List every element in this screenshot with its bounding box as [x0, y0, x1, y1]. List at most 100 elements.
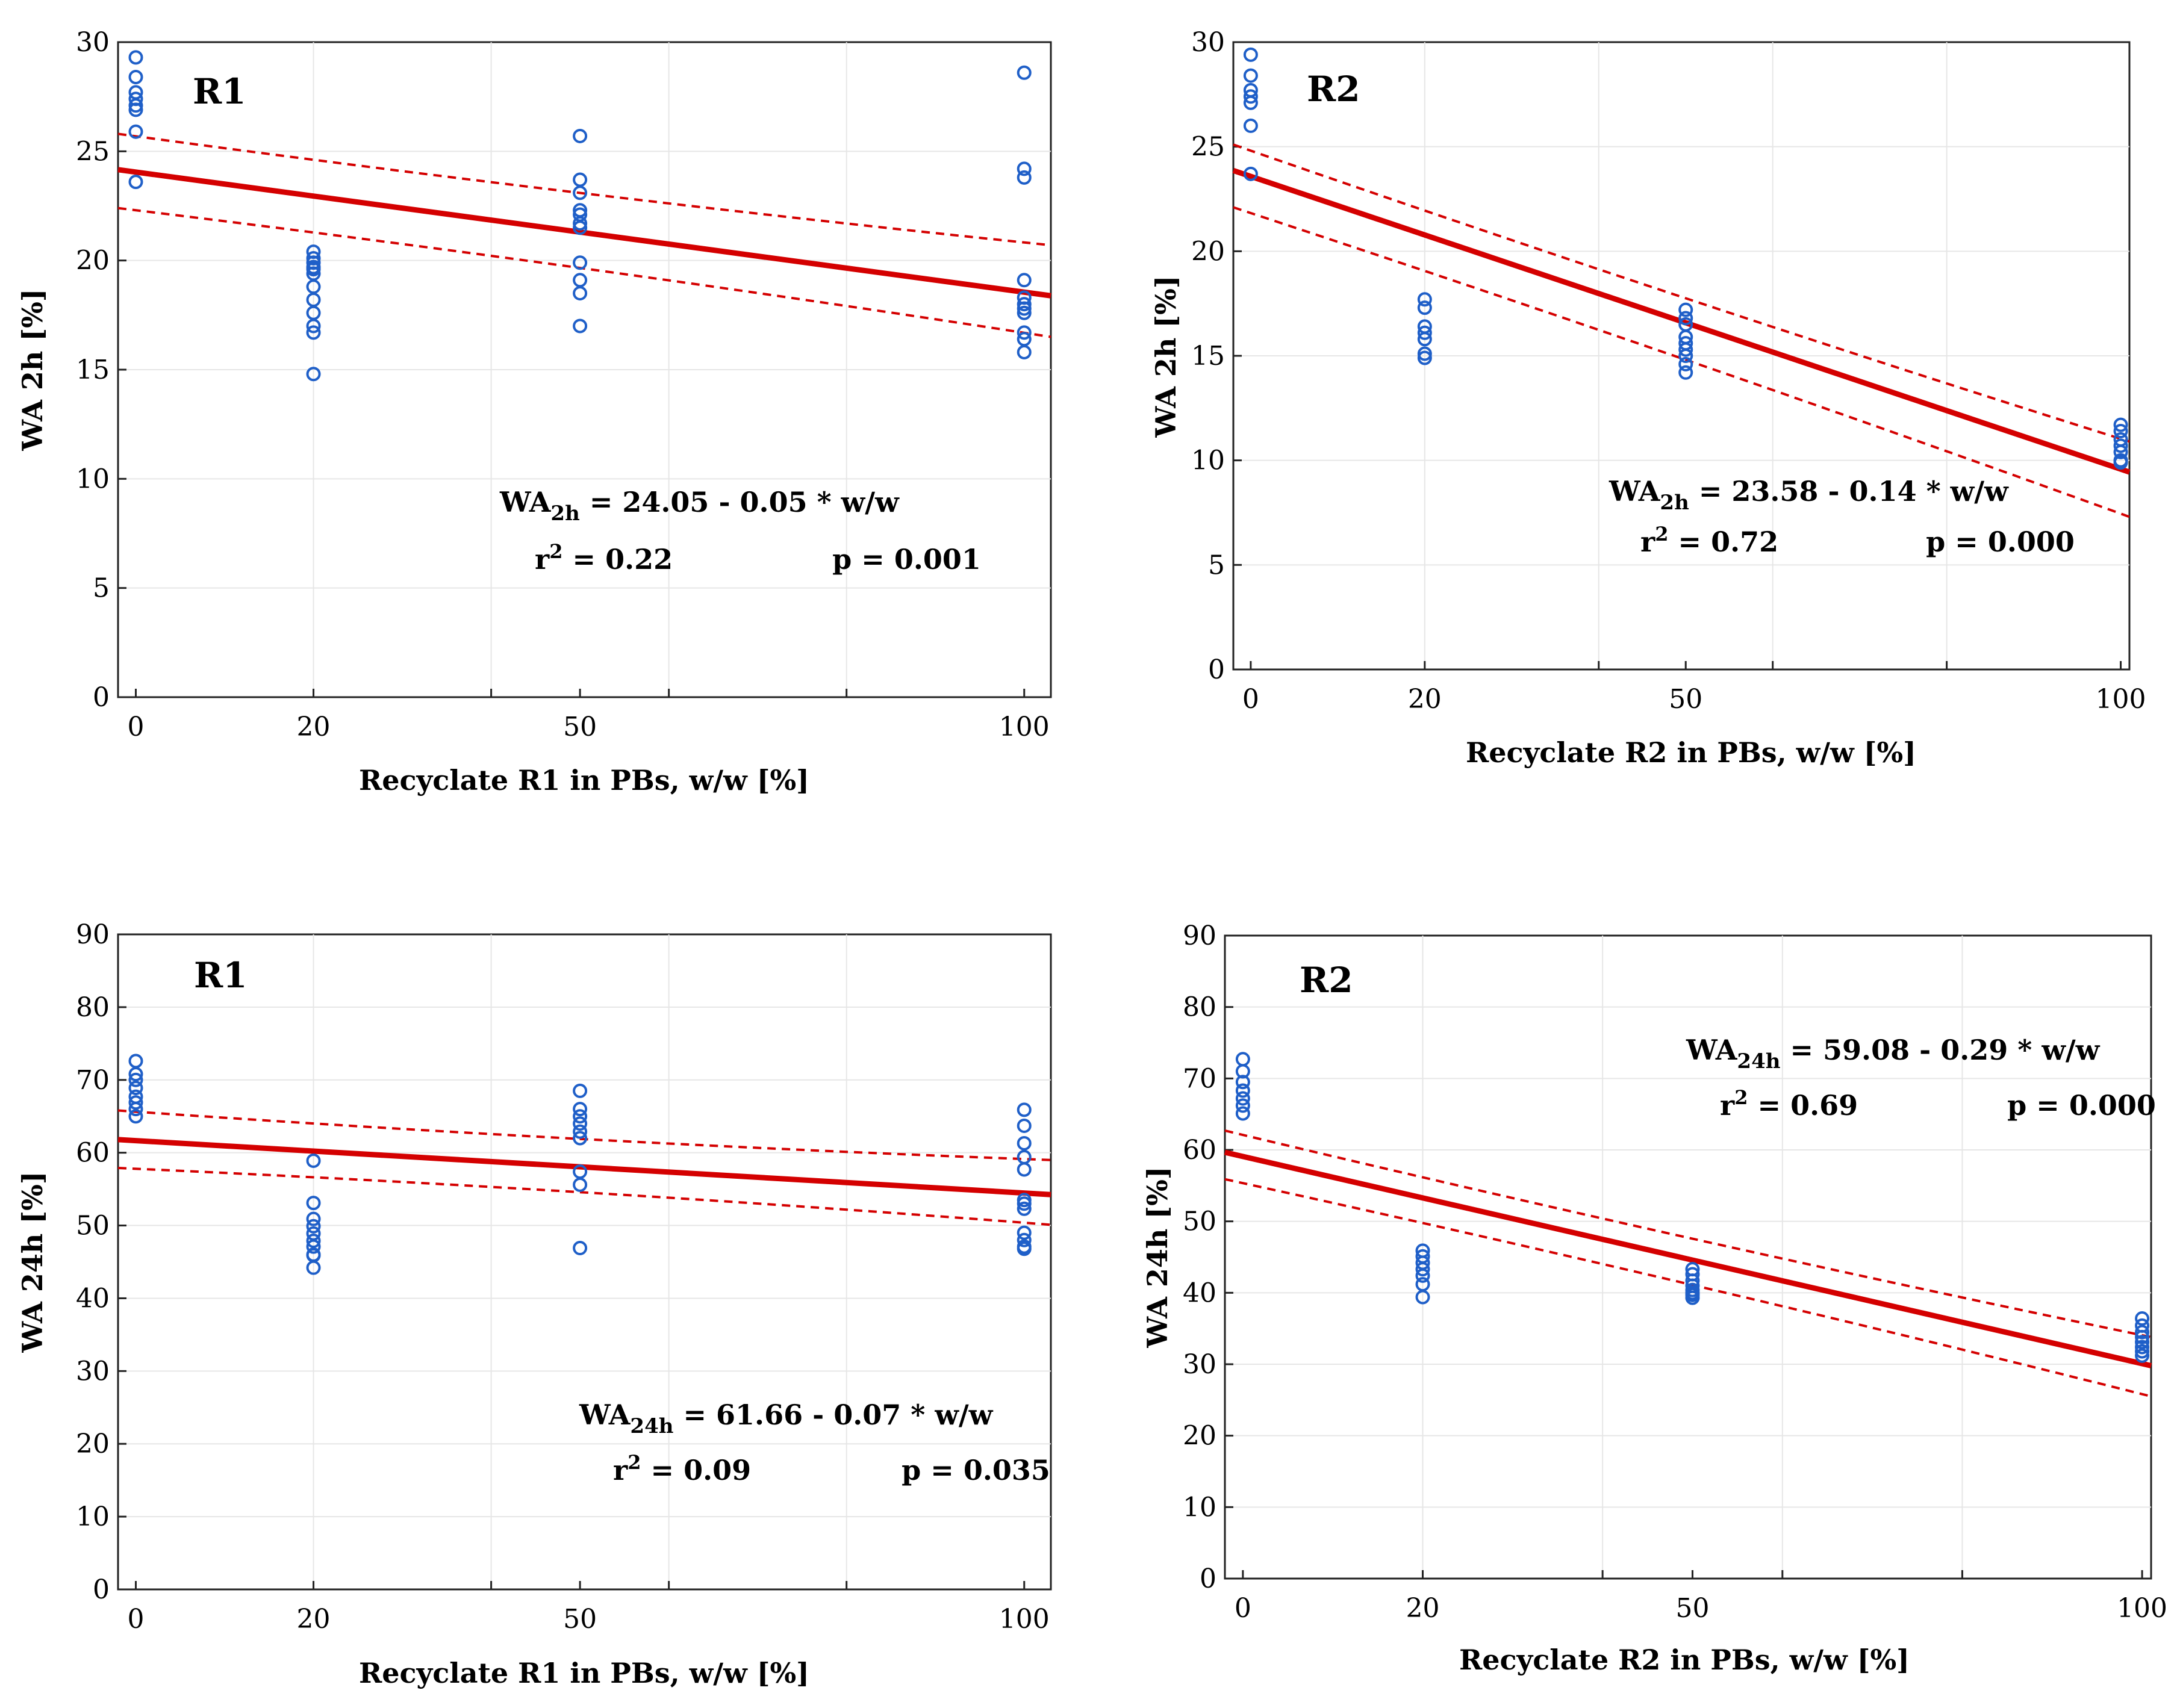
- data-point: [1678, 302, 1693, 317]
- data-point: [128, 1109, 143, 1124]
- data-point: [306, 1219, 321, 1234]
- data-points: [1235, 1052, 2150, 1363]
- confidence-band: [1224, 1129, 2152, 1398]
- y-tick-label: 50: [1183, 1206, 1216, 1237]
- x-tick-label: 100: [2096, 684, 2146, 715]
- data-point: [128, 98, 143, 113]
- data-point: [2113, 455, 2128, 470]
- y-tick-label: 20: [76, 246, 110, 276]
- p-value: p = 0.035: [902, 1454, 1050, 1486]
- equation-lhs: WA: [1609, 475, 1661, 508]
- data-point: [573, 1116, 588, 1131]
- data-point: [1017, 301, 1032, 316]
- data-point: [573, 1177, 588, 1192]
- panel-title: R1: [193, 71, 246, 112]
- equation-lhs: WA: [579, 1399, 631, 1431]
- data-point: [1243, 166, 1258, 181]
- ci-upper-line: [117, 132, 1051, 247]
- regression-stats: r2 = 0.69 p = 0.000: [1720, 1086, 2156, 1122]
- data-point: [1417, 325, 1432, 340]
- data-point: [1017, 297, 1032, 312]
- p-value: p = 0.001: [832, 543, 981, 576]
- y-tick-label: 90: [1183, 921, 1216, 951]
- data-point: [2113, 424, 2128, 439]
- equation-lhs: WA: [1686, 1034, 1738, 1066]
- chart-panel-r1-24h: 0 10 20 30 40 50 60 70 80 90 0 20 50 100 R1 Recyclat…: [16, 919, 1052, 1689]
- panel-title: R2: [1300, 960, 1353, 1001]
- r-symbol: r: [1640, 526, 1655, 558]
- data-point: [1417, 292, 1432, 307]
- data-point: [1417, 300, 1432, 315]
- regression-equation: WA2h = 24.05 - 0.05 * w/w: [499, 486, 900, 526]
- y-axis-title: WA 24h [%]: [1141, 1166, 1174, 1348]
- data-point: [573, 286, 588, 301]
- data-point: [573, 128, 588, 143]
- chart-panel-r2-24h: 0 10 20 30 40 50 60 70 80 90 0 20 50 100 R2 Recyclat…: [1141, 921, 2167, 1676]
- y-tick-label: 60: [1183, 1135, 1216, 1166]
- y-axis-ticks: 0 10 20 30 40 50 60 70 80 90: [1183, 921, 1233, 1594]
- x-tick-label: 0: [1242, 684, 1259, 715]
- data-point: [306, 1153, 321, 1168]
- x-tick-label: 50: [563, 712, 597, 742]
- y-tick-label: 20: [76, 1429, 110, 1459]
- y-tick-label: 10: [1191, 446, 1225, 476]
- data-point: [128, 1067, 143, 1082]
- data-point: [1243, 47, 1258, 62]
- data-point: [306, 367, 321, 382]
- regression-equation: WA24h = 61.66 - 0.07 * w/w: [579, 1399, 994, 1438]
- gridlines: [118, 934, 1051, 1589]
- equation-rhs: = 24.05 - 0.05 * w/w: [580, 486, 900, 518]
- data-point: [1017, 1135, 1032, 1151]
- confidence-band: [1233, 143, 2130, 518]
- x-tick-label: 50: [563, 1604, 597, 1635]
- panel-title: R1: [194, 955, 248, 996]
- y-tick-label: 20: [1191, 236, 1225, 267]
- data-point: [1678, 349, 1693, 363]
- x-axis-title: Recyclate R2 in PBs, w/w [%]: [1466, 736, 1916, 769]
- data-point: [306, 262, 321, 277]
- data-point: [128, 102, 143, 117]
- y-tick-label: 25: [1191, 132, 1225, 163]
- x-tick-label: 0: [1235, 1593, 1251, 1624]
- data-point: [128, 1095, 143, 1110]
- data-point: [1017, 273, 1032, 288]
- data-point: [2113, 438, 2128, 453]
- data-point: [573, 1083, 588, 1098]
- equation-subscript: 2h: [550, 502, 579, 526]
- x-axis-ticks: 0 20 50 100: [1235, 1570, 2167, 1624]
- fit-line: [1224, 1149, 2152, 1368]
- y-axis-title: WA 24h [%]: [16, 1171, 49, 1353]
- y-tick-label: 15: [1191, 341, 1225, 371]
- data-point: [306, 1233, 321, 1248]
- equation-lhs: WA: [499, 486, 552, 518]
- y-tick-label: 10: [1183, 1492, 1216, 1523]
- data-point: [2135, 1348, 2150, 1363]
- y-tick-label: 50: [76, 1211, 110, 1241]
- r-symbol: r: [1720, 1089, 1735, 1122]
- r-superscript: 2: [1734, 1086, 1748, 1109]
- data-point: [2135, 1340, 2150, 1355]
- x-tick-label: 0: [128, 1604, 145, 1635]
- data-point: [306, 1196, 321, 1211]
- data-point: [1415, 1290, 1430, 1305]
- x-axis-title: Recyclate R1 in PBs, w/w [%]: [359, 764, 809, 797]
- y-tick-label: 15: [76, 355, 110, 385]
- data-point: [128, 124, 143, 139]
- data-point: [306, 1260, 321, 1275]
- confidence-band: [117, 132, 1051, 338]
- y-tick-label: 30: [1183, 1349, 1216, 1380]
- data-point: [1017, 1162, 1032, 1177]
- data-point: [573, 185, 588, 200]
- data-point: [128, 50, 143, 65]
- data-point: [1017, 305, 1032, 320]
- x-tick-label: 50: [1669, 684, 1702, 715]
- data-point: [2135, 1329, 2150, 1344]
- data-point: [1243, 118, 1258, 133]
- data-point: [128, 1102, 143, 1117]
- data-point: [2135, 1324, 2150, 1340]
- data-point: [128, 1072, 143, 1087]
- y-tick-label: 90: [76, 919, 110, 950]
- p-value: p = 0.000: [1926, 526, 2075, 558]
- data-point: [1235, 1083, 1250, 1098]
- y-tick-label: 70: [76, 1065, 110, 1096]
